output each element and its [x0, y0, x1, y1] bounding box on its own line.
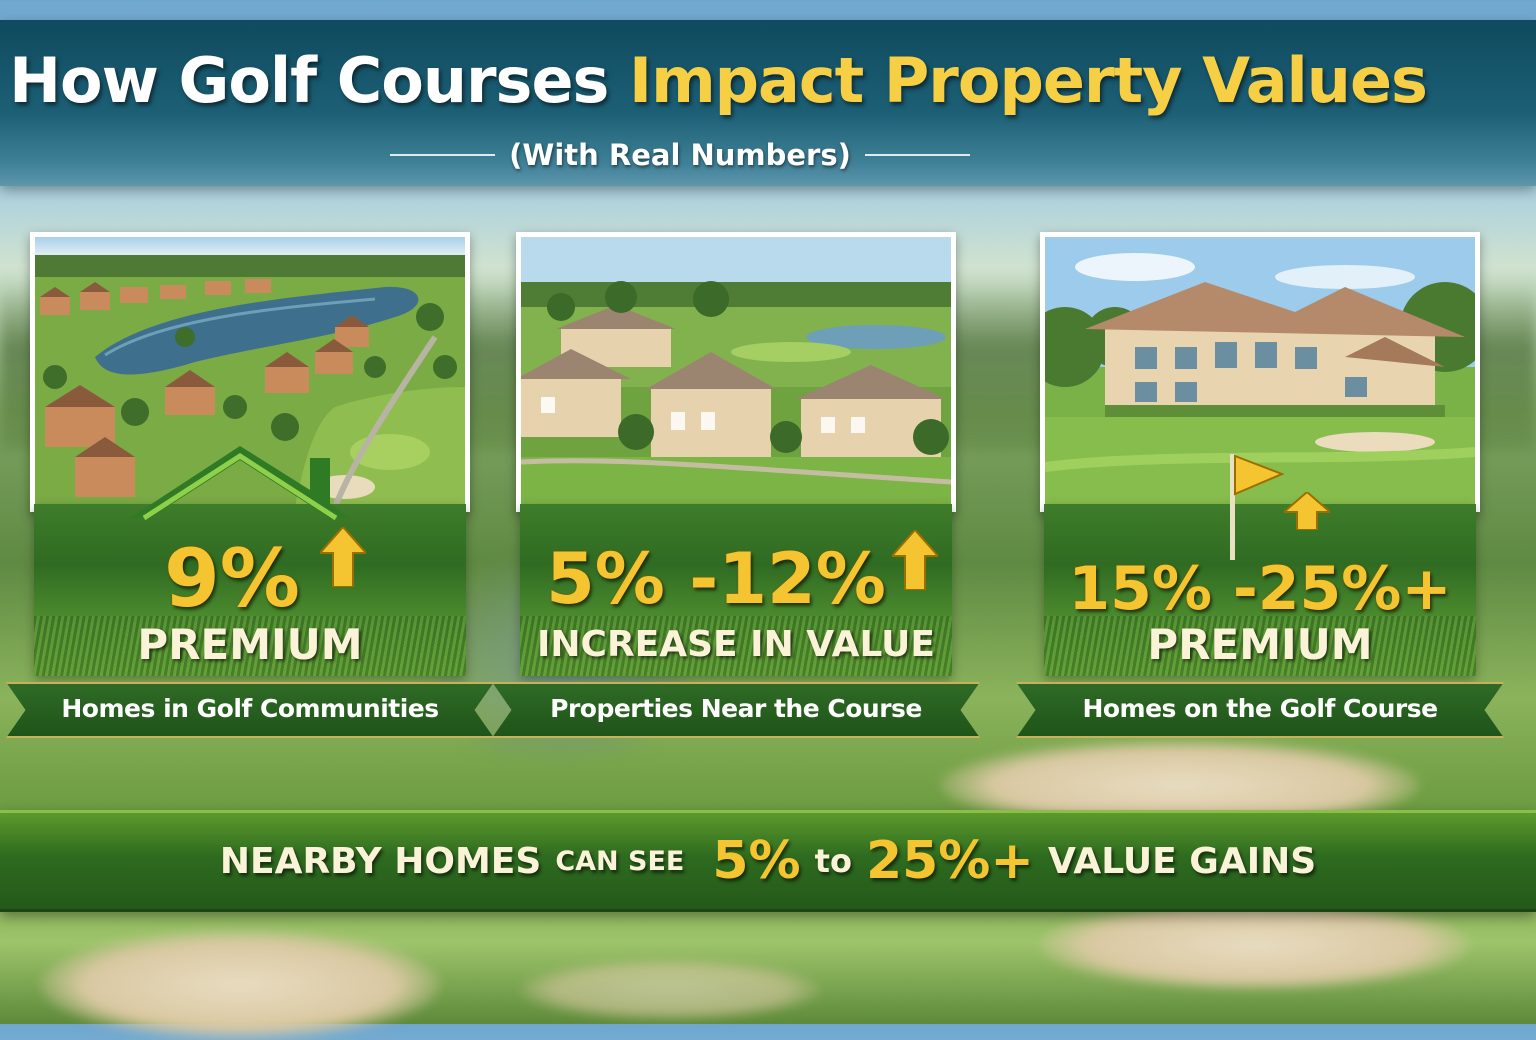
title-banner: [0, 20, 1536, 186]
stat-caption: PREMIUM: [1147, 620, 1373, 669]
background-sand-bunker: [1040, 900, 1470, 990]
stat-card-near-course: 5% -12% INCREASE IN VALUE Properties Nea…: [492, 232, 980, 738]
page-subtitle: (With Real Numbers): [509, 138, 851, 172]
golf-flag-icon: [1230, 454, 1285, 560]
summary-lead: NEARBY HOMES: [219, 840, 542, 882]
card-ribbon: Homes on the Golf Course: [1016, 682, 1504, 738]
photo-golf-community-aerial: [30, 232, 470, 512]
stat-caption: INCREASE IN VALUE: [537, 624, 935, 665]
background-sand-bunker: [520, 960, 820, 1020]
summary-tail: VALUE GAINS: [1047, 840, 1317, 882]
summary-text: NEARBY HOMES CAN SEE 5% to 25%+ VALUE GA…: [0, 813, 1536, 909]
grass-panel: [1044, 504, 1476, 676]
stat-card-golf-communities: 9% PREMIUM Homes in Golf Communities: [6, 232, 494, 738]
up-arrow-icon: [892, 530, 938, 590]
stat-card-on-course: 15% -25%+ PREMIUM Homes on the Golf Cour…: [1016, 232, 1504, 738]
grass-panel: [520, 504, 952, 676]
card-ribbon: Properties Near the Course: [492, 682, 980, 738]
stat-value: 9%: [164, 532, 300, 625]
up-arrow-icon: [1284, 492, 1330, 530]
background-sand-bunker: [40, 930, 440, 1040]
page-title: How Golf Courses Impact Property Values: [0, 44, 1436, 117]
stat-value: 15% -25%+: [1068, 554, 1452, 624]
summary-low-value: 5%: [712, 831, 801, 891]
subtitle-row: (With Real Numbers): [390, 135, 970, 175]
summary-lead-small: CAN SEE: [555, 845, 685, 877]
house-roof-icon: [130, 446, 350, 521]
card-ribbon-label: Homes on the Golf Course: [1082, 694, 1438, 723]
up-arrow-icon: [320, 527, 366, 587]
stat-value: 5% -12%: [546, 538, 886, 620]
grass-panel: [34, 504, 466, 676]
card-ribbon: Homes in Golf Communities: [6, 682, 494, 738]
card-ribbon-label: Properties Near the Course: [550, 694, 922, 723]
stat-caption: PREMIUM: [137, 620, 363, 669]
subtitle-rule-left: [390, 154, 496, 156]
summary-banner: NEARBY HOMES CAN SEE 5% to 25%+ VALUE GA…: [0, 810, 1536, 912]
photo-homes-near-course: [516, 232, 956, 512]
card-ribbon-label: Homes in Golf Communities: [61, 694, 439, 723]
photo-home-on-golf-course: [1040, 232, 1480, 512]
title-part-gold: Impact Property Values: [629, 44, 1428, 117]
summary-high-value: 25%+: [865, 831, 1034, 891]
title-part-white: How Golf Courses: [9, 44, 609, 117]
summary-to: to: [814, 842, 852, 880]
subtitle-rule-right: [864, 154, 970, 156]
